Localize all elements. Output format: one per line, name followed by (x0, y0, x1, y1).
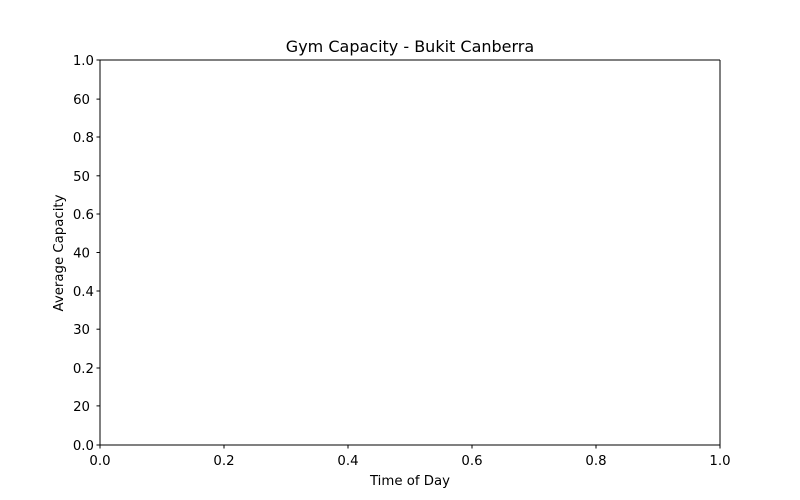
y-tick-label-primary: 0.8 (73, 131, 94, 146)
x-tick-label: 0.6 (461, 454, 482, 469)
x-axis-label: Time of Day (369, 474, 450, 489)
x-tick-label: 0.8 (585, 454, 606, 469)
x-tick-label: 0.2 (213, 454, 234, 469)
y-tick-label-secondary: 20 (73, 400, 90, 415)
y-tick-label-primary: 1.0 (73, 54, 94, 69)
x-tick-label: 0.4 (337, 454, 358, 469)
x-axis-ticks: 0.0 0.2 0.4 0.6 0.8 1.0 (89, 445, 731, 469)
y-tick-label-primary: 0.0 (73, 439, 94, 454)
y-tick-label-secondary: 60 (73, 93, 90, 108)
x-tick-label: 0.0 (89, 454, 110, 469)
y-tick-label-secondary: 50 (73, 170, 90, 185)
y-tick-label-primary: 0.2 (73, 362, 94, 377)
y-axis-ticks-secondary: 20 30 40 50 60 (73, 93, 100, 415)
y-tick-label-secondary: 30 (73, 323, 90, 338)
y-axis-ticks-primary: 0.0 0.2 0.4 0.6 0.8 1.0 (73, 54, 100, 454)
y-tick-label-primary: 0.6 (73, 208, 94, 223)
y-tick-label-primary: 0.4 (73, 285, 94, 300)
chart-title: Gym Capacity - Bukit Canberra (286, 37, 534, 56)
x-tick-label: 1.0 (709, 454, 730, 469)
y-tick-label-secondary: 40 (73, 247, 90, 262)
y-axis-label: Average Capacity (52, 194, 67, 311)
